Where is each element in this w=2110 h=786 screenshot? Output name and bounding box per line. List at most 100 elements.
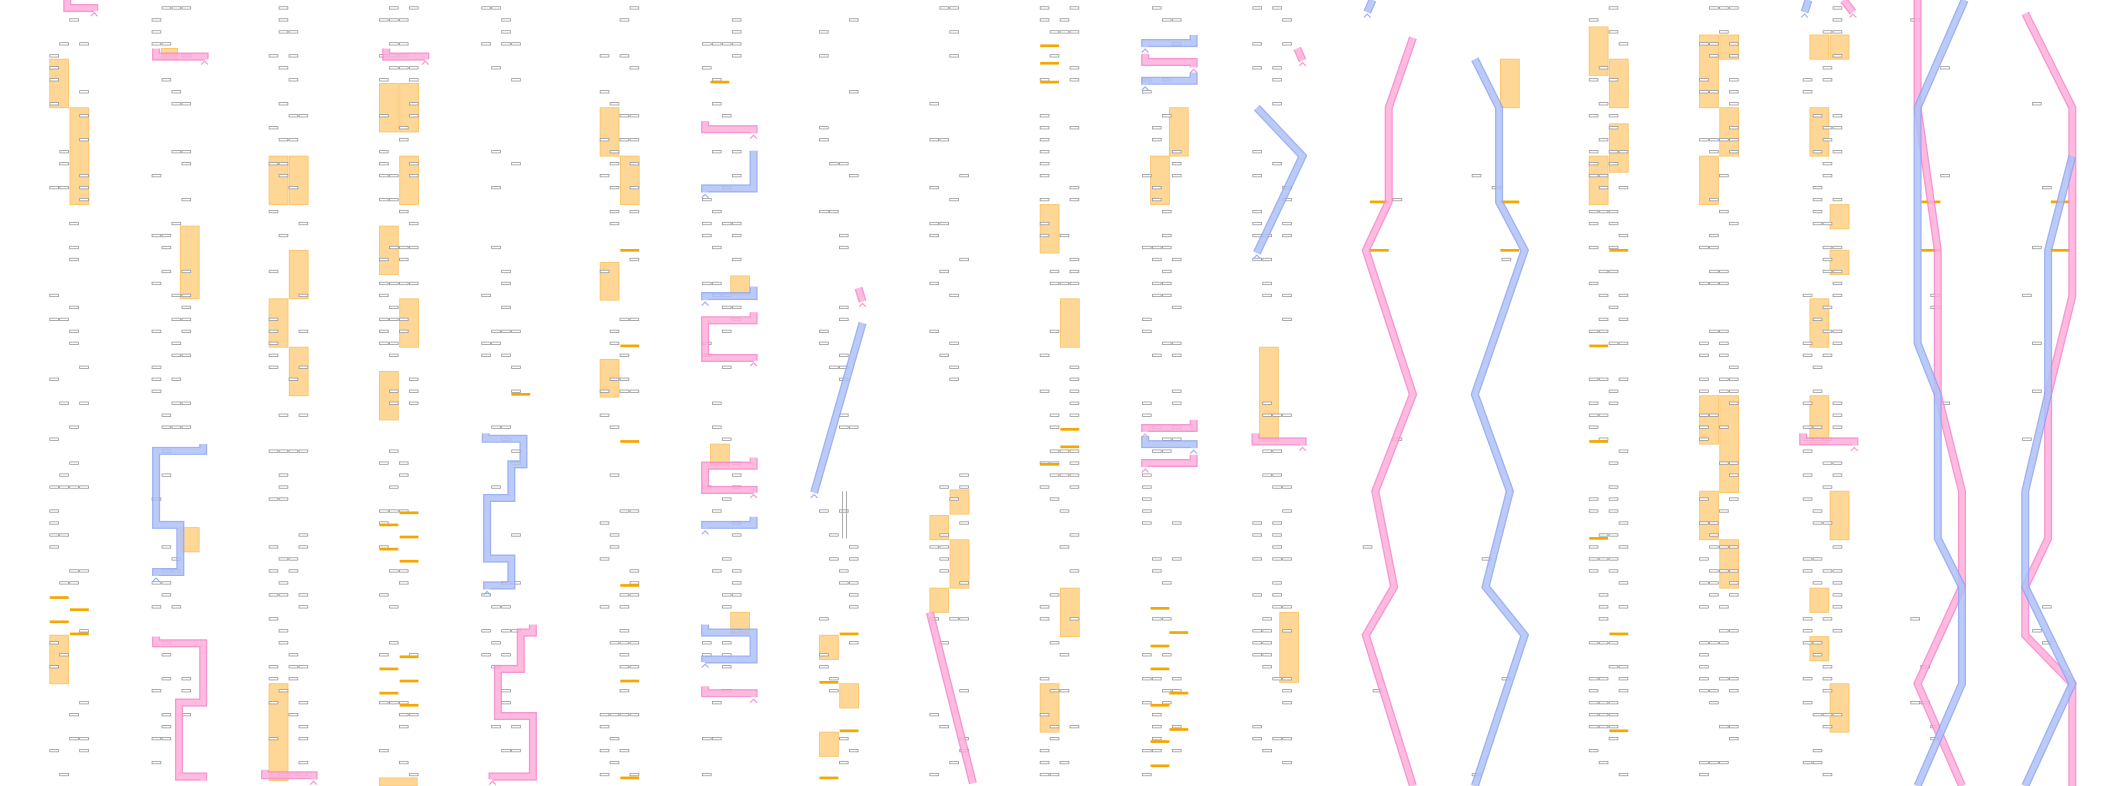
gray-tick bbox=[501, 689, 511, 693]
gray-tick bbox=[721, 42, 732, 46]
gray-tick bbox=[171, 102, 182, 106]
gray-tick bbox=[1598, 617, 1609, 621]
gray-tick bbox=[491, 329, 501, 333]
blue-route-fill bbox=[483, 433, 527, 590]
gray-tick bbox=[839, 425, 849, 429]
orange-block bbox=[1719, 34, 1740, 60]
gray-tick bbox=[629, 389, 640, 393]
pink-route-fill bbox=[1362, 36, 1416, 786]
gray-tick bbox=[939, 725, 949, 729]
orange-block bbox=[379, 370, 399, 421]
pink-route bbox=[854, 286, 867, 308]
gray-tick bbox=[1252, 257, 1262, 262]
orange-block bbox=[1809, 298, 1830, 348]
gray-tick bbox=[1272, 677, 1282, 681]
gray-tick bbox=[1822, 138, 1833, 142]
gray-tick bbox=[379, 329, 389, 333]
gray-tick bbox=[1152, 293, 1162, 298]
gray-tick bbox=[49, 641, 59, 645]
pink-route-fill bbox=[1841, 0, 1856, 14]
gray-tick bbox=[929, 221, 940, 226]
gray-tick bbox=[1161, 617, 1172, 621]
gray-tick bbox=[1142, 413, 1152, 417]
gray-tick bbox=[49, 186, 59, 190]
gray-tick bbox=[298, 329, 309, 333]
gray-tick bbox=[1059, 653, 1070, 657]
gray-tick bbox=[721, 557, 732, 561]
gray-tick bbox=[1171, 174, 1182, 178]
gray-tick bbox=[609, 341, 620, 345]
gray-tick bbox=[1069, 485, 1080, 489]
gray-tick bbox=[181, 269, 192, 274]
pink-route bbox=[701, 686, 758, 703]
gray-tick bbox=[1262, 281, 1272, 286]
gray-tick bbox=[1588, 281, 1599, 286]
gray-tick bbox=[491, 341, 501, 345]
gray-tick bbox=[49, 485, 59, 489]
gray-tick bbox=[1171, 748, 1182, 753]
gray-tick bbox=[491, 245, 501, 250]
gray-tick bbox=[599, 557, 610, 561]
chevron-up-icon bbox=[1850, 446, 1859, 452]
gray-tick bbox=[389, 245, 399, 250]
gray-tick bbox=[298, 737, 309, 741]
gray-tick bbox=[151, 605, 162, 609]
gray-tick bbox=[1049, 473, 1060, 477]
gray-tick bbox=[599, 138, 610, 142]
gray-tick bbox=[1171, 18, 1182, 22]
gray-tick bbox=[1142, 401, 1152, 405]
gray-tick bbox=[1069, 377, 1080, 381]
gray-tick bbox=[1608, 162, 1619, 166]
gray-tick bbox=[1709, 569, 1719, 573]
blue-route bbox=[152, 444, 208, 582]
gray-tick bbox=[481, 653, 491, 657]
gray-tick bbox=[1832, 18, 1843, 22]
gray-tick bbox=[1699, 677, 1709, 681]
gray-tick bbox=[181, 305, 192, 310]
gray-tick bbox=[1069, 725, 1080, 729]
gray-tick bbox=[721, 365, 732, 369]
pink-route-fill bbox=[489, 624, 536, 780]
gray-tick bbox=[298, 293, 309, 298]
gray-tick bbox=[939, 485, 949, 489]
gray-tick bbox=[839, 353, 849, 357]
gray-tick bbox=[1059, 30, 1070, 34]
gray-tick bbox=[1719, 545, 1729, 549]
gray-tick bbox=[721, 665, 732, 669]
gray-tick bbox=[1142, 677, 1152, 681]
gray-tick bbox=[1069, 365, 1080, 369]
gray-tick bbox=[848, 641, 859, 645]
gray-tick bbox=[1832, 150, 1843, 154]
gray-tick bbox=[49, 533, 59, 537]
gray-tick bbox=[408, 713, 419, 717]
gray-tick bbox=[1272, 473, 1282, 477]
gray-tick bbox=[298, 760, 309, 765]
gray-tick bbox=[298, 701, 309, 705]
gray-tick bbox=[1719, 329, 1729, 333]
gray-tick bbox=[379, 593, 389, 597]
gray-tick bbox=[1171, 150, 1182, 154]
gray-tick bbox=[491, 425, 501, 429]
gray-tick bbox=[1729, 389, 1739, 393]
gray-tick bbox=[1069, 413, 1080, 417]
gray-tick bbox=[1049, 497, 1060, 501]
gray-tick bbox=[298, 605, 309, 609]
gray-tick bbox=[151, 329, 162, 333]
pink-route bbox=[925, 611, 977, 785]
orange-dash bbox=[399, 655, 419, 659]
gray-tick bbox=[1802, 449, 1813, 453]
gray-tick bbox=[398, 569, 409, 573]
gray-tick bbox=[1802, 701, 1813, 705]
gray-tick bbox=[721, 114, 732, 118]
blue-route bbox=[1363, 0, 1377, 18]
gray-tick bbox=[1039, 197, 1050, 202]
pink-route-fill bbox=[1142, 454, 1197, 468]
orange-block bbox=[1608, 123, 1629, 173]
gray-tick bbox=[181, 689, 192, 693]
gray-tick bbox=[1588, 114, 1599, 118]
gray-tick bbox=[1910, 701, 1920, 705]
chevron-up-icon bbox=[1849, 13, 1857, 18]
gray-tick bbox=[609, 162, 620, 166]
gray-tick bbox=[288, 138, 299, 142]
